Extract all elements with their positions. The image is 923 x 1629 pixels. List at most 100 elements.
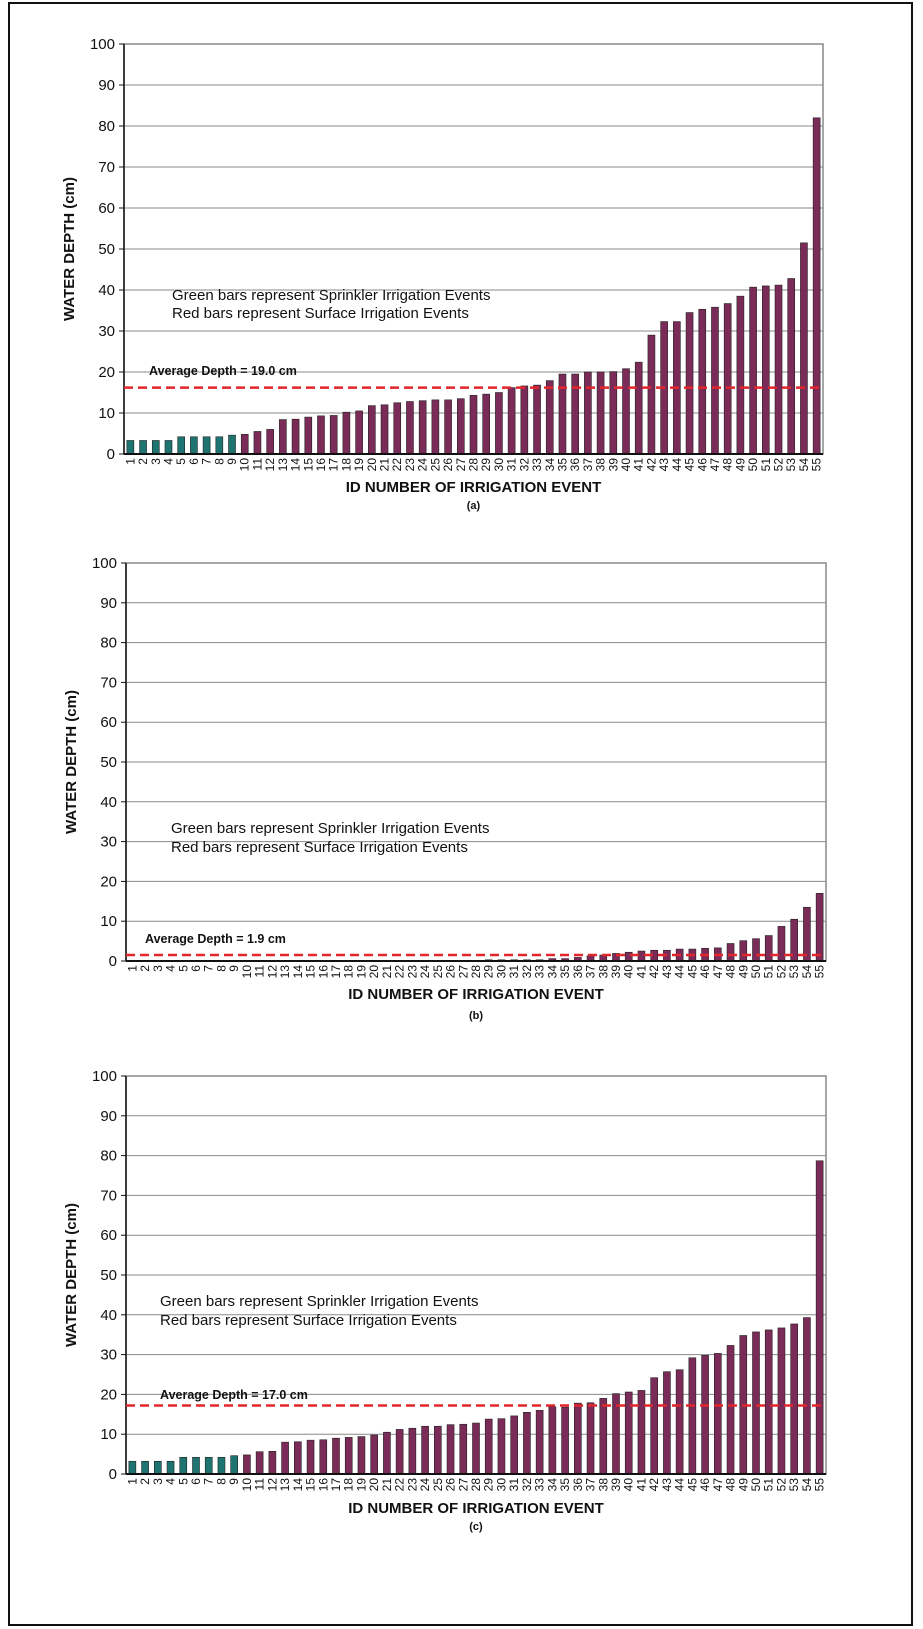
x-tick-label: 49 — [736, 1478, 750, 1492]
x-tick-label: 16 — [316, 1478, 330, 1492]
x-tick-label: 25 — [431, 1478, 445, 1492]
x-tick-label: 30 — [494, 965, 508, 979]
x-tick-label: 47 — [708, 458, 722, 472]
x-tick-label: 34 — [545, 965, 559, 979]
x-tick-label: 18 — [342, 965, 356, 979]
x-tick-label: 40 — [622, 965, 636, 979]
x-tick-label: 15 — [301, 458, 315, 472]
x-tick-label: 14 — [291, 965, 305, 979]
x-tick-label: 8 — [212, 458, 226, 465]
x-tick-label: 40 — [622, 1478, 636, 1492]
x-tick-label: 52 — [774, 965, 788, 979]
y-tick-label: 40 — [98, 282, 115, 299]
bar — [726, 1345, 735, 1475]
bar — [685, 312, 694, 455]
bar — [803, 906, 811, 962]
bar — [306, 1439, 315, 1475]
x-tick-label: 31 — [507, 965, 521, 979]
x-tick-label: 38 — [596, 965, 610, 979]
bar — [714, 1353, 722, 1475]
bar — [294, 1441, 302, 1475]
bar — [637, 950, 646, 962]
bar — [762, 285, 770, 455]
bar — [803, 1317, 811, 1475]
x-tick-label: 16 — [316, 965, 330, 979]
bar — [815, 893, 824, 962]
bar — [812, 117, 821, 455]
annotation: Green bars represent Sprinkler Irrigatio… — [160, 1293, 478, 1310]
bar — [472, 1422, 480, 1475]
x-tick-label: 17 — [329, 965, 343, 979]
x-tick-label: 45 — [685, 1478, 699, 1492]
y-tick-label: 10 — [98, 405, 115, 422]
x-axis-title: ID NUMBER OF IRRIGATION EVENT — [348, 986, 604, 1003]
x-tick-label: 11 — [253, 1478, 267, 1491]
bar — [535, 1410, 544, 1475]
y-tick-label: 50 — [98, 241, 115, 258]
y-tick-label: 20 — [100, 873, 117, 890]
x-tick-label: 40 — [619, 458, 633, 472]
bar — [291, 418, 300, 455]
x-tick-label: 36 — [571, 1478, 585, 1492]
bar — [217, 1456, 226, 1475]
x-tick-label: 23 — [405, 965, 419, 979]
bar — [764, 935, 773, 962]
y-tick-label: 40 — [100, 1307, 117, 1324]
x-tick-label: 20 — [365, 458, 379, 472]
bar — [752, 938, 760, 962]
bar — [815, 1160, 824, 1475]
bar — [342, 411, 351, 455]
y-tick-label: 100 — [92, 1068, 117, 1085]
bar — [739, 940, 748, 962]
x-tick-label: 30 — [492, 458, 506, 472]
y-tick-label: 80 — [98, 118, 115, 135]
bar — [393, 402, 402, 455]
y-tick-label: 90 — [98, 77, 115, 94]
x-tick-label: 48 — [721, 458, 735, 472]
x-tick-label: 9 — [227, 965, 241, 972]
x-tick-label: 55 — [813, 965, 827, 979]
bar — [406, 401, 414, 455]
bar — [701, 1355, 709, 1475]
x-tick-label: 27 — [456, 965, 470, 979]
bar — [777, 1327, 786, 1475]
y-tick-label: 90 — [100, 1108, 117, 1125]
bar — [141, 1460, 149, 1475]
bar — [647, 334, 656, 455]
y-tick-label: 100 — [90, 36, 115, 53]
x-tick-label: 42 — [647, 965, 661, 979]
x-tick-label: 41 — [634, 965, 648, 979]
x-tick-label: 44 — [670, 458, 684, 472]
x-tick-label: 6 — [189, 965, 203, 972]
bar — [510, 1415, 518, 1475]
y-tick-label: 30 — [100, 834, 117, 851]
x-tick-label: 29 — [482, 1478, 496, 1492]
x-tick-label: 42 — [647, 1478, 661, 1492]
x-tick-label: 51 — [762, 1478, 776, 1492]
x-tick-label: 2 — [138, 965, 152, 972]
y-tick-label: 80 — [100, 635, 117, 652]
bar — [456, 398, 465, 455]
x-tick-label: 55 — [813, 1478, 827, 1492]
x-tick-label: 18 — [342, 1478, 356, 1492]
x-tick-label: 25 — [428, 458, 442, 472]
bar — [752, 1331, 760, 1475]
bar — [520, 385, 529, 455]
bar — [434, 1425, 442, 1475]
x-tick-label: 39 — [606, 458, 620, 472]
x-tick-label: 8 — [214, 1478, 228, 1485]
bar — [574, 1402, 582, 1475]
bar — [596, 371, 605, 455]
y-tick-label: 0 — [107, 446, 115, 463]
x-tick-label: 53 — [787, 1478, 801, 1492]
x-tick-label: 5 — [176, 965, 190, 972]
x-tick-label: 32 — [520, 1478, 534, 1492]
x-tick-label: 48 — [724, 1478, 738, 1492]
bar — [151, 440, 160, 455]
x-tick-label: 19 — [354, 1478, 368, 1492]
x-tick-label: 4 — [164, 965, 178, 972]
bar — [787, 278, 796, 455]
bar — [800, 242, 808, 455]
x-tick-label: 52 — [774, 1478, 788, 1492]
x-tick-label: 19 — [354, 965, 368, 979]
